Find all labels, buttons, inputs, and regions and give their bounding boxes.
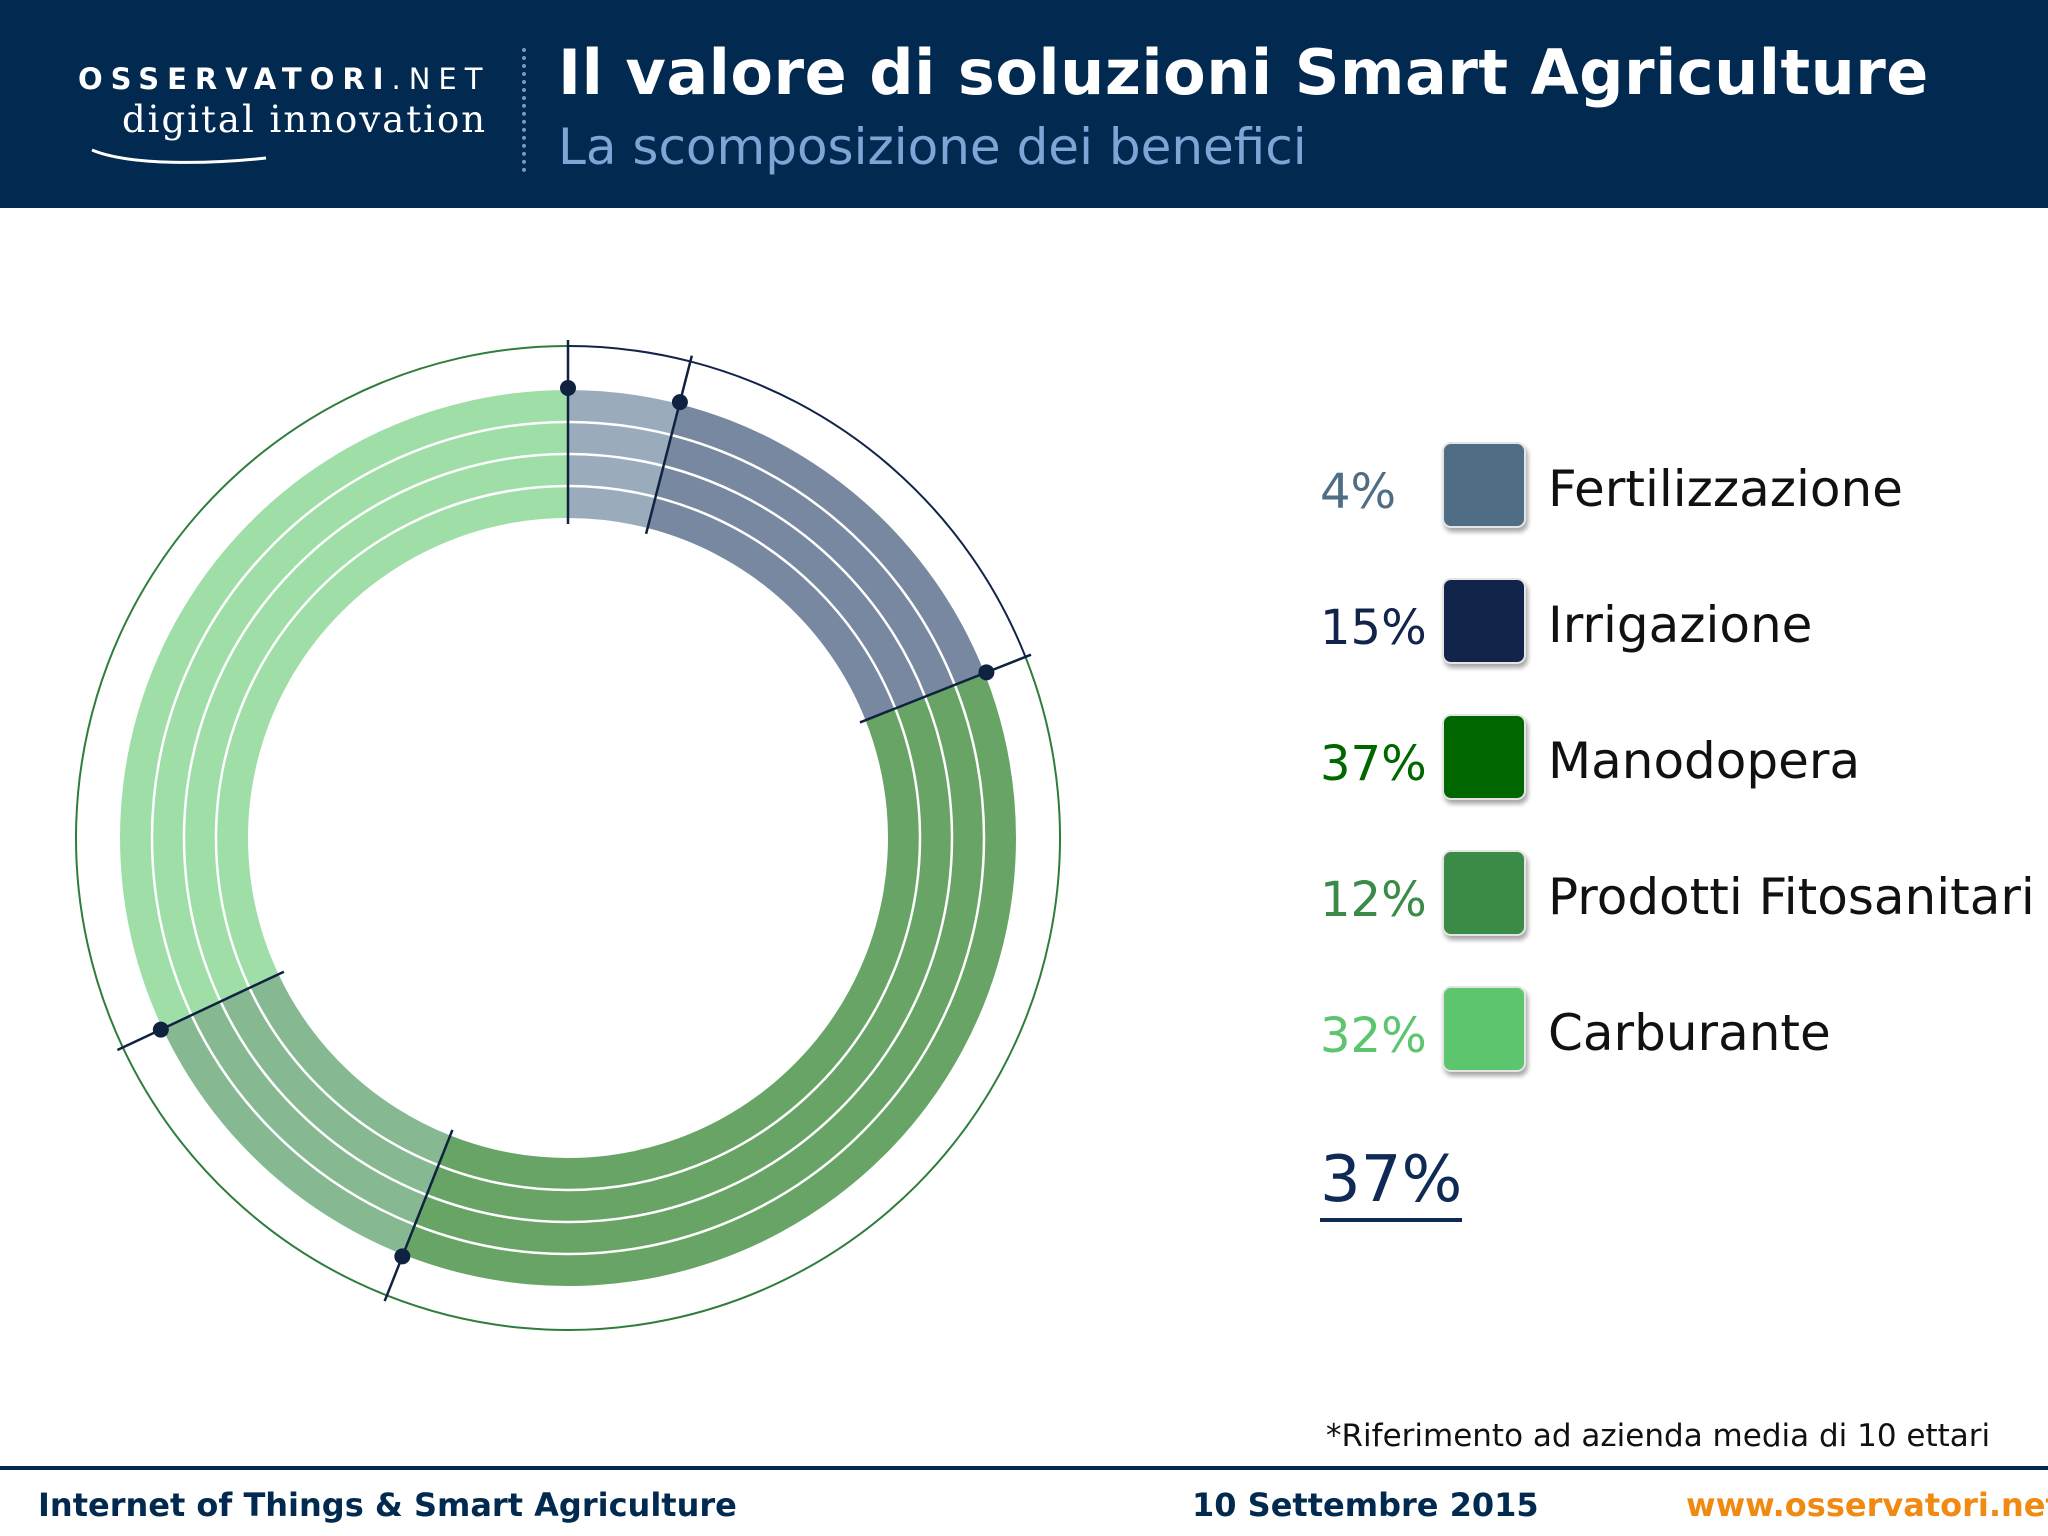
legend-label: Carburante (1548, 1004, 1831, 1062)
donut-slice-2 (647, 404, 985, 721)
slice-separator-3 (859, 653, 1032, 724)
footer-event-title: Internet of Things & Smart Agriculture (38, 1486, 737, 1524)
footer-url[interactable]: www.osservatori.net (1686, 1486, 2048, 1524)
donut-slice-4 (162, 974, 451, 1255)
separator-dot-3 (978, 664, 995, 681)
legend-item: 15% Irrigazione (1320, 578, 2040, 670)
separator-dot-5 (152, 1021, 169, 1038)
legend-swatch (1442, 578, 1526, 664)
page-subtitle: La scomposizione dei benefici (558, 118, 1307, 176)
osservatori-logo: OSSERVATORI.NET digital innovation (78, 58, 485, 178)
header-bar: OSSERVATORI.NET digital innovation Il va… (0, 0, 2048, 208)
footer-divider (0, 1466, 2048, 1470)
outer-arc-3 (386, 656, 1061, 1331)
logo-wordmark-net: .NET (391, 62, 491, 96)
logo-swoosh-icon (91, 148, 267, 164)
legend-item: 37% Manodopera (1320, 714, 2040, 806)
outer-arc-2 (690, 360, 1027, 658)
highlighted-value: 37% (1320, 1142, 1463, 1222)
logo-wordmark: OSSERVATORI (78, 62, 392, 96)
legend-item: 4% Fertilizzazione (1320, 442, 2040, 534)
legend-value: 32% (1320, 1008, 1427, 1064)
legend-value: 4% (1320, 464, 1397, 520)
separator-dot-4 (394, 1248, 411, 1265)
legend-value: 12% (1320, 872, 1427, 928)
legend-label: Fertilizzazione (1548, 460, 1903, 518)
footer-date: 10 Settembre 2015 (1192, 1486, 1539, 1524)
slice-separator-5 (116, 970, 285, 1052)
outer-arc-5 (75, 345, 569, 1048)
outer-arc-4 (121, 1047, 388, 1297)
header-divider (522, 48, 526, 172)
separator-dot-2 (671, 394, 688, 411)
logo-tagline: digital innovation (122, 98, 488, 141)
slice-separator-4 (383, 1129, 454, 1302)
outer-arc-1 (567, 345, 691, 363)
legend-value: 15% (1320, 600, 1427, 656)
legend-swatch (1442, 986, 1526, 1072)
page-title: Il valore di soluzioni Smart Agriculture (558, 36, 1929, 109)
donut-slice-5 (119, 390, 568, 1029)
legend-item: 32% Carburante (1320, 986, 2040, 1078)
separator-dot-1 (560, 380, 576, 396)
donut-chart (75, 340, 1061, 1331)
legend-value: 37% (1320, 736, 1427, 792)
legend-label: Manodopera (1548, 732, 1861, 790)
legend-label: Prodotti Fitosanitari (1548, 868, 2035, 926)
legend-label: Irrigazione (1548, 596, 1813, 654)
legend-item: 12% Prodotti Fitosanitari (1320, 850, 2040, 942)
footnote: *Riferimento ad azienda media di 10 etta… (1326, 1418, 1991, 1454)
legend-swatch (1442, 714, 1526, 800)
legend-swatch (1442, 442, 1526, 528)
legend-swatch (1442, 850, 1526, 936)
slice-separator-2 (644, 355, 694, 535)
